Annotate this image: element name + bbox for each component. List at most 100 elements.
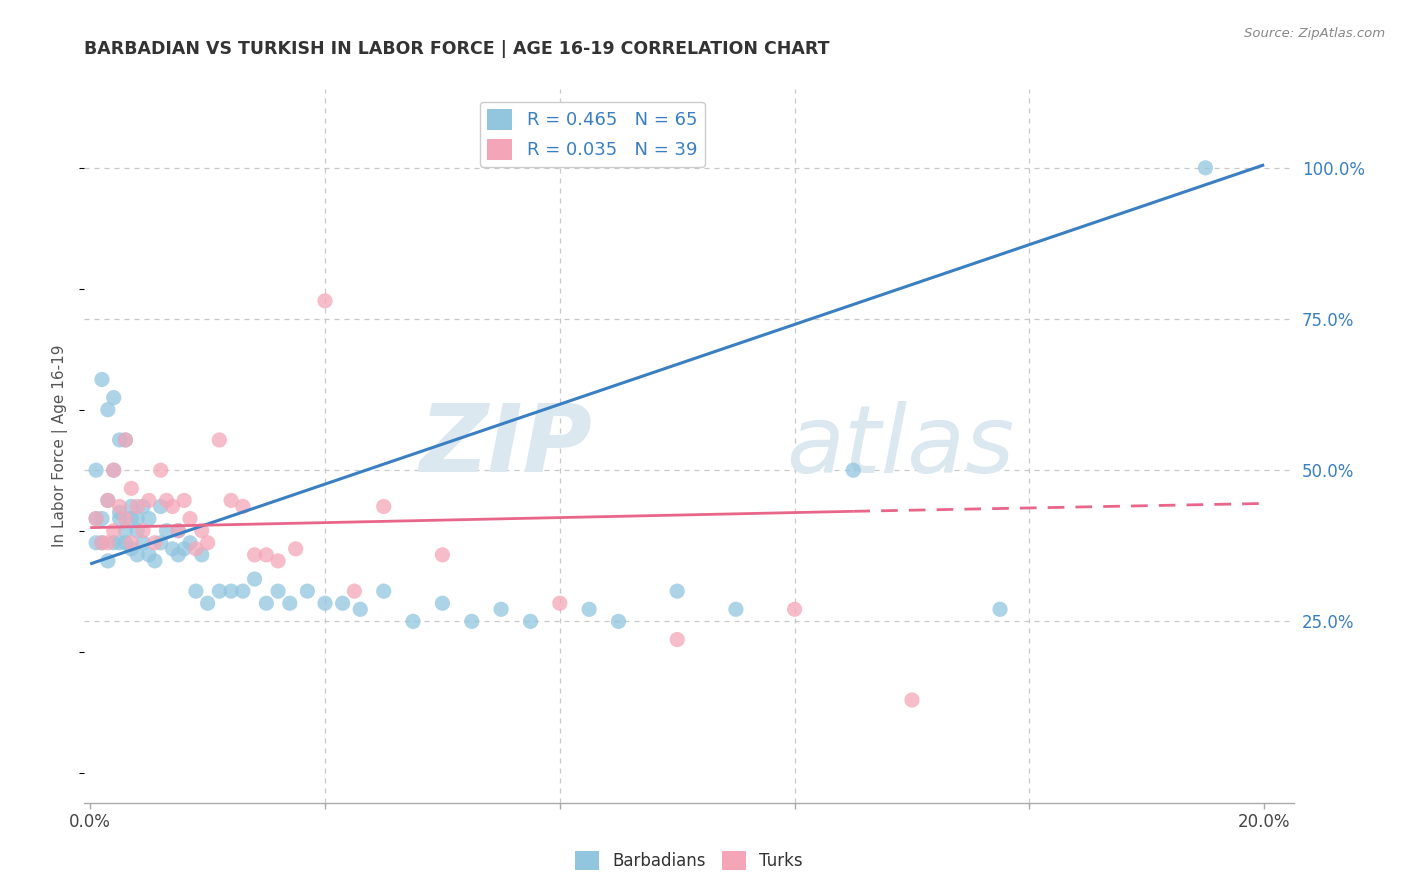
Point [461,615,484,629]
Point [114,433,136,447]
Point [343,584,366,599]
Point [103,463,125,477]
Point [267,584,290,599]
Point [97,535,120,549]
Point [432,596,454,610]
Point [724,602,747,616]
Point [548,596,571,610]
Point [243,572,266,586]
Point [120,541,142,556]
Point [155,493,177,508]
Point [842,463,865,477]
Point [349,602,371,616]
Point [91,511,114,525]
Text: atlas: atlas [786,401,1014,491]
Point [402,615,425,629]
Point [278,596,301,610]
Point [219,493,242,508]
Point [190,524,212,538]
Point [108,535,131,549]
Point [103,524,125,538]
Point [208,584,231,599]
Legend: Barbadians, Turks: Barbadians, Turks [568,844,810,877]
Point [84,535,107,549]
Point [243,548,266,562]
Point [232,500,254,514]
Point [103,391,125,405]
Point [666,584,689,599]
Point [127,524,149,538]
Point [184,541,207,556]
Point [314,293,336,308]
Point [783,602,806,616]
Point [91,535,114,549]
Text: BARBADIAN VS TURKISH IN LABOR FORCE | AGE 16-19 CORRELATION CHART: BARBADIAN VS TURKISH IN LABOR FORCE | AG… [84,40,830,58]
Point [267,554,290,568]
Point [578,602,600,616]
Point [114,535,136,549]
Point [127,500,149,514]
Point [143,554,166,568]
Point [155,524,177,538]
Point [297,584,319,599]
Point [108,500,131,514]
Point [373,584,395,599]
Point [197,535,219,549]
Point [127,548,149,562]
Text: ZIP: ZIP [419,400,592,492]
Point [184,584,207,599]
Point [173,541,195,556]
Point [108,506,131,520]
Point [103,535,125,549]
Point [607,615,630,629]
Point [138,493,160,508]
Point [108,433,131,447]
Point [91,372,114,386]
Point [114,433,136,447]
Point [232,584,254,599]
Point [132,500,155,514]
Point [173,493,195,508]
Point [114,511,136,525]
Point [97,402,120,417]
Point [489,602,512,616]
Point [132,535,155,549]
Point [84,511,107,525]
Point [91,535,114,549]
Point [314,596,336,610]
Point [149,500,172,514]
Point [138,548,160,562]
Point [190,548,212,562]
Point [519,615,541,629]
Point [432,548,454,562]
Point [167,548,190,562]
Point [1194,161,1216,175]
Point [103,463,125,477]
Point [97,554,120,568]
Point [179,511,201,525]
Point [254,596,277,610]
Point [197,596,219,610]
Point [208,433,231,447]
Point [254,548,277,562]
Point [120,481,142,495]
Point [84,511,107,525]
Point [149,535,172,549]
Point [373,500,395,514]
Point [284,541,307,556]
Point [114,524,136,538]
Point [149,463,172,477]
Point [332,596,354,610]
Point [97,493,120,508]
Point [988,602,1011,616]
Point [666,632,689,647]
Point [167,524,190,538]
Point [120,511,142,525]
Point [127,511,149,525]
Point [120,500,142,514]
Y-axis label: In Labor Force | Age 16-19: In Labor Force | Age 16-19 [52,344,69,548]
Point [132,524,155,538]
Point [120,535,142,549]
Point [143,535,166,549]
Point [108,511,131,525]
